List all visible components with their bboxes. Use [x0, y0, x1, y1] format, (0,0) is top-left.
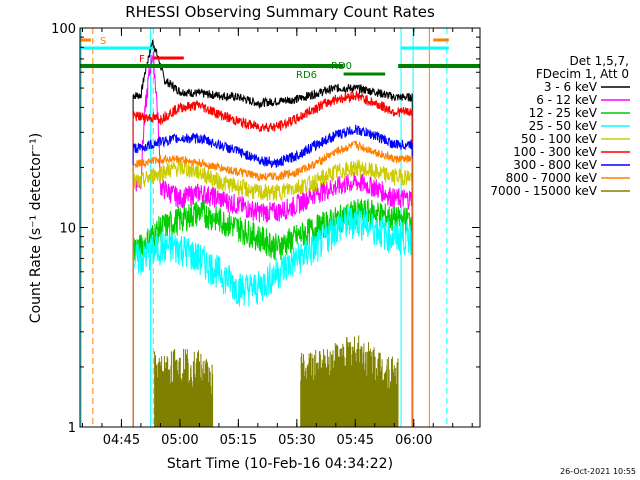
x-tick-label: 05:00 [161, 433, 198, 448]
legend-entry-label: 800 - 7000 keV [506, 171, 598, 185]
flag-label: RD0 [331, 61, 352, 72]
x-tick-label: 04:45 [103, 433, 140, 448]
y-tick-label: 1 [68, 421, 76, 436]
series-line-3 [132, 207, 413, 428]
legend-entry-label: 300 - 800 keV [513, 158, 597, 172]
x-tick-label: 06:00 [395, 433, 432, 448]
legend-header-line2: FDecim 1, Att 0 [536, 67, 629, 81]
series-line-6 [132, 124, 413, 428]
y-tick-label: 10 [59, 222, 76, 237]
legend-entry-label: 6 - 12 keV [536, 93, 598, 107]
footer-timestamp: 26-Oct-2021 10:55 [560, 467, 636, 476]
y-tick-label: 100 [51, 22, 76, 37]
x-tick-label: 05:15 [220, 433, 257, 448]
axes: 04:45 05:00 05:15 05:30 05:45 06:00 1 10 100 [51, 22, 480, 448]
x-axis-label: Start Time (10-Feb-16 04:34:22) [167, 456, 393, 472]
x-tick-label: 05:45 [337, 433, 374, 448]
series-line-8 [154, 335, 399, 427]
flag-label: RD6 [296, 70, 317, 81]
legend-entry-label: 100 - 300 keV [513, 145, 597, 159]
vertical-markers [80, 28, 448, 427]
series-line-4 [132, 158, 413, 428]
series-line-7 [132, 140, 413, 428]
y-axis-label: Count Rate (s⁻¹ detector⁻¹) [28, 133, 44, 323]
plot-frame [79, 27, 481, 428]
legend-entry-label: 12 - 25 keV [529, 106, 598, 120]
flag-bars: S F RD0 RD6 [80, 36, 480, 81]
legend-entry-label: 50 - 100 keV [521, 132, 598, 146]
flag-label: F [139, 54, 145, 65]
legend-entry-label: 3 - 6 keV [544, 80, 598, 94]
flag-label: S [100, 36, 106, 47]
legend-entry-label: 25 - 50 keV [529, 119, 598, 133]
series-line-5 [132, 89, 413, 428]
chart-title: RHESSI Observing Summary Count Rates [125, 3, 435, 21]
series-line-0 [132, 39, 413, 428]
series-line-1 [132, 51, 413, 428]
legend-header-line1: Det 1,5,7, [570, 54, 630, 68]
x-tick-label: 05:30 [278, 433, 315, 448]
series-group [132, 39, 413, 428]
legend-entry-label: 7000 - 15000 keV [490, 184, 597, 198]
